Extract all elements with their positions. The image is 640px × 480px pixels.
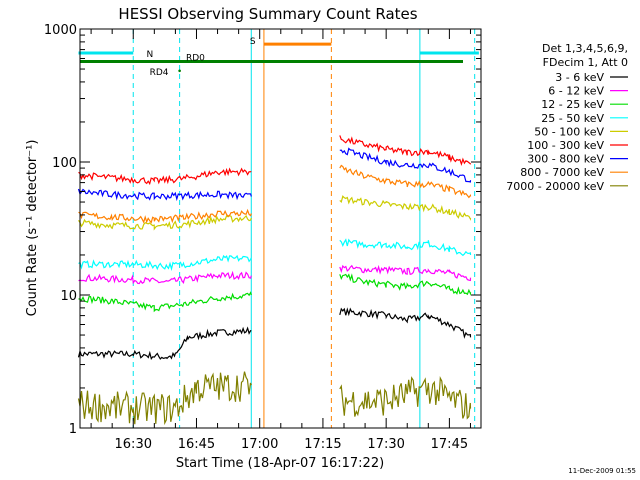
x-axis-ticks: 16:30 16:45 17:00 17:15 17:30 17:45 [90,29,471,452]
series-line [339,238,472,257]
legend-label: 300 - 800 keV [527,153,604,166]
legend-header-2: FDecim 1, Att 0 [543,56,628,69]
series-line [78,291,252,313]
series-line [339,147,472,183]
series-line [77,371,252,426]
series-0 [77,307,472,361]
x-tick-label: 17:30 [367,437,404,452]
series-line [339,164,472,199]
x-tick-label: 17:45 [431,437,468,452]
y-tick-label: 100 [52,156,77,171]
x-tick-label: 17:15 [304,437,341,452]
series-7 [78,164,472,224]
series-line [339,195,472,221]
series-layer [77,135,472,426]
series-line [78,270,252,285]
y-axis-ticks: 1 10 100 1000 [44,23,481,437]
series-line [78,214,252,231]
series-1 [78,264,472,285]
series-3 [78,238,472,272]
x-tick-label: 16:45 [178,437,215,452]
series-2 [78,273,472,313]
series-4 [78,195,472,231]
x-tick-label: 17:00 [241,437,278,452]
legend-label: 800 - 7000 keV [520,166,604,179]
y-axis-label: Count Rate (s⁻¹ detector⁻¹) [25,140,40,317]
x-axis-label: Start Time (18-Apr-07 16:17:22) [176,456,384,471]
series-line [339,135,472,167]
legend: Det 1,3,4,5,6,9, FDecim 1, Att 0 3 - 6 k… [506,42,628,193]
legend-label: 50 - 100 keV [534,125,604,138]
footer-timestamp: 11-Dec-2009 01:55 [568,467,636,475]
event-lines [132,29,476,428]
y-tick-label: 1000 [44,23,77,38]
x-tick-label: 16:30 [115,437,152,452]
flag-label: N [146,50,153,60]
legend-label: 3 - 6 keV [555,71,604,84]
attenuator-flags: N S RD0 RD4 [78,37,479,78]
flag-marker [178,69,181,73]
series-line [77,326,252,361]
legend-label: 7000 - 20000 keV [506,180,604,193]
legend-label: 25 - 50 keV [541,112,604,125]
series-line [339,376,472,420]
legend-label: 6 - 12 keV [548,85,604,98]
flag-label: RD4 [150,68,169,78]
legend-label: 100 - 300 keV [527,139,604,152]
y-tick-label: 1 [69,422,77,437]
y-tick-label: 10 [60,289,77,304]
legend-label: 12 - 25 keV [541,98,604,111]
series-line [78,208,252,224]
legend-header-1: Det 1,3,4,5,6,9, [542,42,628,55]
series-line [339,273,472,296]
flag-label: S [250,37,256,47]
series-line [77,188,252,202]
flag-label: RD0 [186,53,205,63]
series-line [78,167,252,186]
chart-title: HESSI Observing Summary Count Rates [118,5,417,23]
series-line [339,307,472,339]
series-line [78,254,252,272]
series-line [339,264,472,282]
series-8 [77,371,472,426]
series-6 [77,147,472,202]
series-5 [78,135,472,186]
